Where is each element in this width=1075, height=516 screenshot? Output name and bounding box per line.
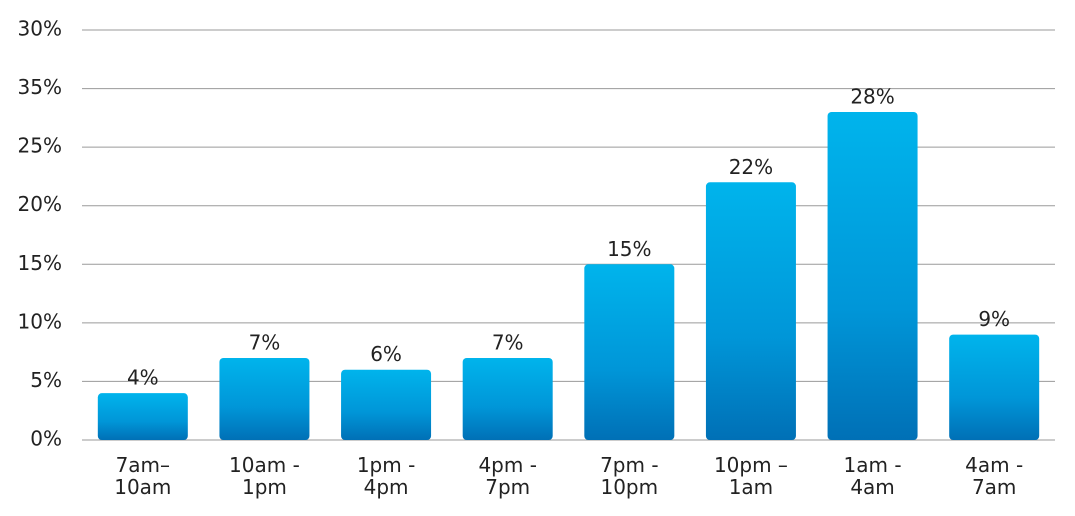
x-tick-label: 7am– 10am [114, 453, 171, 499]
y-tick-label: 0% [30, 427, 62, 451]
y-tick-label: 30% [18, 17, 62, 41]
value-label: 7% [492, 331, 524, 355]
bar [341, 369, 432, 440]
value-label: 7% [249, 331, 281, 355]
x-tick-label-line: 10am [114, 475, 171, 499]
value-label: 22% [729, 155, 773, 179]
x-tick-label-line: 1am - [844, 453, 902, 477]
y-tick-label: 25% [18, 134, 62, 158]
x-tick-label: 4pm -7pm [478, 453, 536, 499]
x-tick-label-line: 4am [850, 475, 894, 499]
x-tick-label-line: 7am [972, 475, 1016, 499]
bar [462, 358, 553, 440]
bar [584, 264, 675, 440]
x-tick-label: 4am -7am [965, 453, 1023, 499]
value-label: 9% [978, 307, 1010, 331]
y-tick-label: 15% [18, 251, 62, 275]
x-tick-label-line: 7am– [116, 453, 170, 477]
value-label: 15% [607, 237, 651, 261]
bar [705, 182, 796, 441]
bar [827, 112, 918, 440]
x-tick-label: 10am -1pm [229, 453, 300, 499]
x-tick-label-line: 7pm - [600, 453, 658, 477]
x-tick-label: 10pm –1am [714, 453, 788, 499]
y-tick-label: 10% [18, 309, 62, 333]
bar [949, 334, 1040, 440]
x-tick-label-line: 1pm - [357, 453, 415, 477]
x-tick-label-line: 7pm [485, 475, 530, 499]
x-tick-label: 7pm -10pm [600, 453, 658, 499]
y-tick-label: 5% [30, 368, 62, 392]
value-label: 4% [127, 366, 159, 390]
x-tick-label: 1am -4am [844, 453, 902, 499]
x-tick-label-line: 10pm – [714, 453, 788, 477]
y-tick-label: 35% [18, 75, 62, 99]
x-tick-label-line: 1pm [242, 475, 287, 499]
bar [219, 358, 310, 440]
x-tick-label-line: 4am - [965, 453, 1023, 477]
x-tick-label-line: 4pm [364, 475, 409, 499]
bar [97, 393, 188, 440]
x-tick-label-line: 1am [729, 475, 773, 499]
x-tick-label: 1pm -4pm [357, 453, 415, 499]
value-label: 6% [370, 342, 402, 366]
value-label: 28% [850, 85, 894, 109]
x-tick-label-line: 4pm - [478, 453, 536, 477]
x-tick-label-line: 10am - [229, 453, 300, 477]
x-tick-label-line: 10pm [600, 475, 658, 499]
y-tick-label: 20% [18, 192, 62, 216]
